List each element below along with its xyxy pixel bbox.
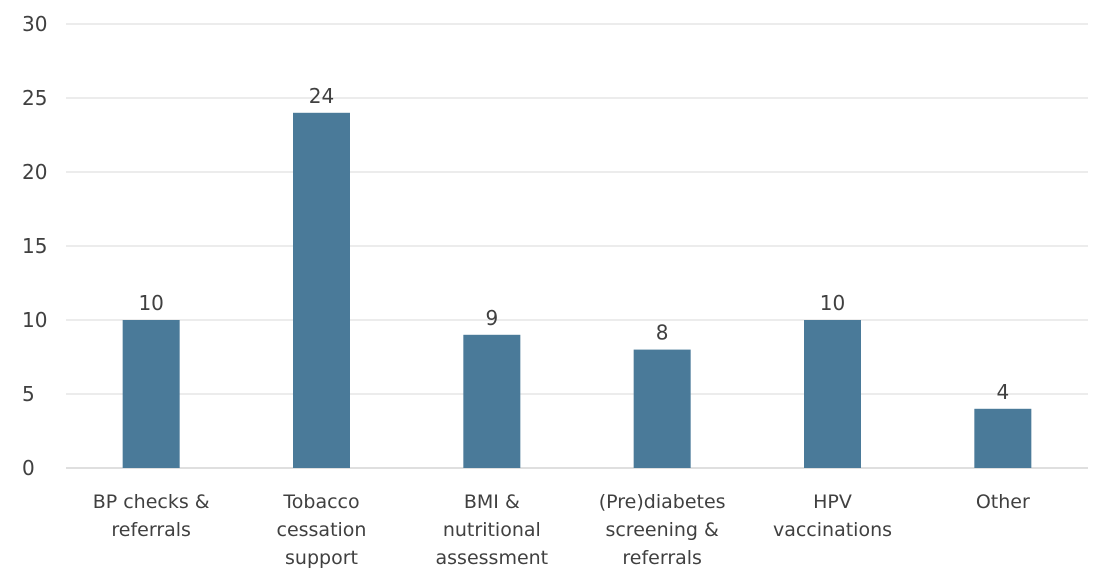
x-tick-label: BMI & nutritional assessment [436,491,549,569]
y-tick-label: 10 [22,308,47,332]
y-tick-label: 0 [22,456,35,480]
x-tick-label: Other [976,491,1030,513]
data-label: 4 [996,380,1009,404]
y-tick-label: 25 [22,86,47,110]
y-tick-label: 30 [22,12,47,36]
bar [463,334,521,468]
y-axis-ticks: 0 5 10 15 20 25 30 [22,12,47,480]
x-tick-label: BP checks & referrals [93,491,210,541]
bar [122,320,180,468]
data-label: 10 [820,291,845,315]
bars [122,112,1032,469]
y-tick-label: 15 [22,234,47,258]
data-label: 10 [138,291,163,315]
x-axis-labels: BP checks & referrals Tobacco cessation supp… [93,491,1030,569]
y-tick-label: 5 [22,382,35,406]
bar [804,320,861,468]
bar [633,349,691,468]
x-tick-label: (Pre)diabetes screening & referrals [599,491,726,569]
data-label: 9 [485,306,498,330]
grid-lines [66,23,1088,469]
x-tick-label: Tobacco cessation support [277,491,367,569]
data-label: 24 [309,84,334,108]
x-tick-label: HPV vaccinations [773,491,892,541]
data-label: 8 [656,321,669,345]
data-labels: 10 24 9 8 10 4 [138,84,1009,404]
bar [974,408,1032,468]
bar [293,112,350,469]
y-tick-label: 20 [22,160,47,184]
